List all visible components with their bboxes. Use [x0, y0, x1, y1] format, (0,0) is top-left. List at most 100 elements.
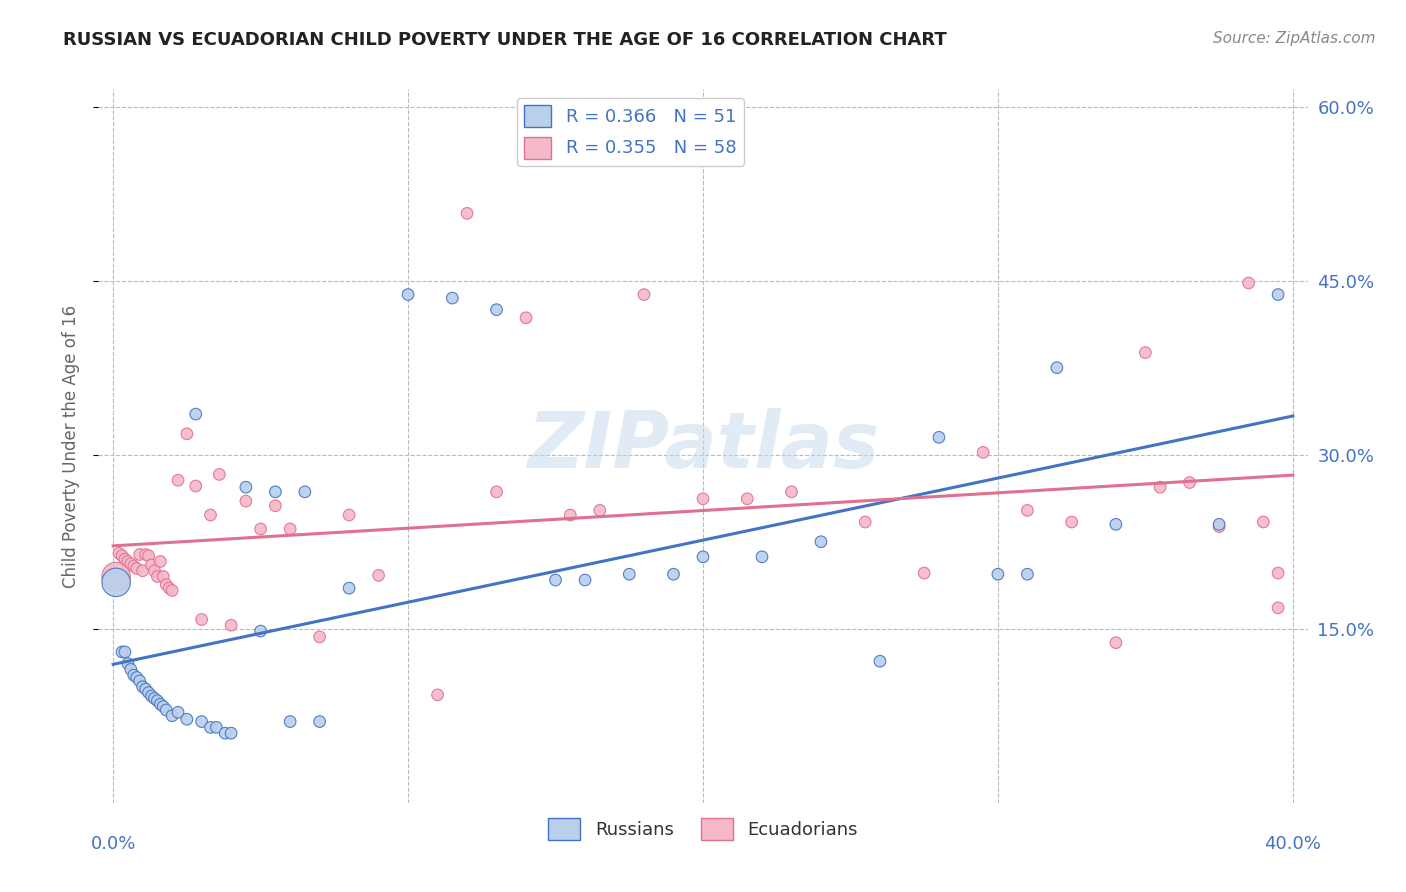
Point — [337, 581, 360, 595]
Text: Source: ZipAtlas.com: Source: ZipAtlas.com — [1212, 31, 1375, 46]
Point — [200, 508, 222, 522]
Point — [149, 554, 172, 568]
Point — [560, 508, 582, 522]
Point — [184, 479, 207, 493]
Point — [278, 714, 301, 729]
Point — [200, 720, 222, 734]
Point — [205, 720, 228, 734]
Point — [441, 291, 464, 305]
Point — [928, 430, 950, 444]
Point — [633, 287, 655, 301]
Point — [167, 706, 190, 720]
Point — [249, 522, 271, 536]
Point — [1017, 567, 1039, 582]
Point — [264, 484, 287, 499]
Point — [176, 712, 198, 726]
Point — [219, 618, 242, 632]
Point — [264, 499, 287, 513]
Point — [735, 491, 758, 506]
Point — [160, 583, 183, 598]
Point — [105, 569, 128, 583]
Point — [105, 575, 128, 590]
Point — [1208, 517, 1230, 532]
Point — [869, 654, 891, 668]
Point — [122, 668, 145, 682]
Point — [337, 508, 360, 522]
Point — [235, 494, 257, 508]
Point — [810, 534, 832, 549]
Point — [1046, 360, 1069, 375]
Legend: Russians, Ecuadorians: Russians, Ecuadorians — [540, 811, 866, 847]
Text: ZIPatlas: ZIPatlas — [527, 408, 879, 484]
Point — [1253, 515, 1275, 529]
Point — [1178, 475, 1201, 490]
Point — [485, 484, 508, 499]
Point — [294, 484, 316, 499]
Point — [128, 673, 150, 688]
Point — [1060, 515, 1083, 529]
Point — [692, 549, 714, 564]
Point — [111, 645, 134, 659]
Point — [176, 426, 198, 441]
Point — [972, 445, 994, 459]
Point — [152, 569, 174, 583]
Point — [160, 708, 183, 723]
Point — [122, 559, 145, 574]
Point — [214, 726, 236, 740]
Point — [692, 491, 714, 506]
Point — [396, 287, 419, 301]
Point — [190, 612, 212, 626]
Point — [120, 662, 142, 676]
Point — [155, 703, 177, 717]
Point — [128, 548, 150, 562]
Point — [125, 671, 148, 685]
Point — [515, 310, 537, 325]
Point — [157, 581, 180, 595]
Point — [143, 691, 166, 706]
Point — [219, 726, 242, 740]
Point — [208, 467, 231, 482]
Point — [152, 699, 174, 714]
Point — [308, 630, 330, 644]
Point — [114, 645, 136, 659]
Point — [308, 714, 330, 729]
Point — [619, 567, 641, 582]
Point — [117, 657, 139, 671]
Point — [143, 564, 166, 578]
Point — [589, 503, 612, 517]
Point — [190, 714, 212, 729]
Point — [853, 515, 876, 529]
Point — [1135, 345, 1157, 359]
Point — [155, 577, 177, 591]
Point — [987, 567, 1010, 582]
Point — [544, 573, 567, 587]
Point — [146, 694, 169, 708]
Point — [146, 569, 169, 583]
Point — [131, 564, 153, 578]
Point — [662, 567, 685, 582]
Point — [167, 473, 190, 487]
Point — [135, 682, 157, 697]
Point — [125, 561, 148, 575]
Point — [131, 680, 153, 694]
Y-axis label: Child Poverty Under the Age of 16: Child Poverty Under the Age of 16 — [62, 304, 80, 588]
Point — [574, 573, 596, 587]
Point — [114, 552, 136, 566]
Point — [278, 522, 301, 536]
Point — [751, 549, 773, 564]
Text: 40.0%: 40.0% — [1264, 835, 1322, 853]
Point — [1105, 517, 1128, 532]
Point — [426, 688, 449, 702]
Point — [138, 685, 160, 699]
Point — [141, 558, 163, 572]
Point — [367, 568, 389, 582]
Point — [141, 689, 163, 703]
Point — [1105, 635, 1128, 649]
Point — [1267, 600, 1289, 615]
Point — [485, 302, 508, 317]
Point — [108, 546, 131, 560]
Point — [235, 480, 257, 494]
Point — [1237, 276, 1260, 290]
Text: RUSSIAN VS ECUADORIAN CHILD POVERTY UNDER THE AGE OF 16 CORRELATION CHART: RUSSIAN VS ECUADORIAN CHILD POVERTY UNDE… — [63, 31, 948, 49]
Point — [1149, 480, 1171, 494]
